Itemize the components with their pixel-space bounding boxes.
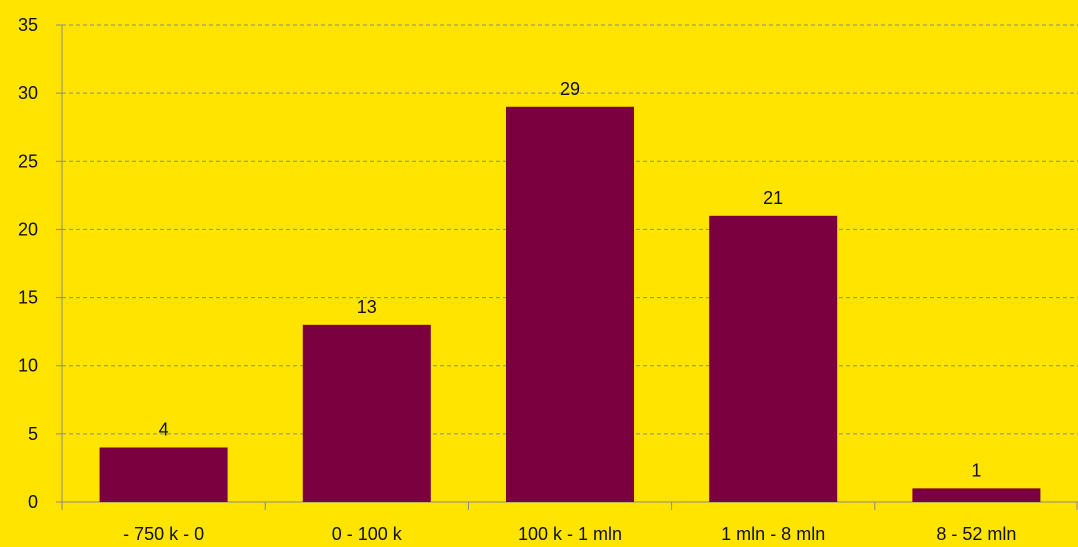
y-tick-label: 30 [18,83,38,103]
x-tick-label: 0 - 100 k [332,524,403,544]
y-tick-label: 20 [18,219,38,239]
bar [505,106,635,503]
y-tick-label: 5 [28,424,38,444]
y-tick-label: 35 [18,15,38,35]
data-label: 29 [560,79,580,99]
bar [709,215,838,503]
bar [912,488,1041,502]
bars [99,106,1041,503]
data-label: 1 [971,460,981,480]
y-tick-label: 10 [18,356,38,376]
bar [302,324,431,502]
x-tick-label: 1 mln - 8 mln [721,524,825,544]
x-tick-label: - 750 k - 0 [123,524,204,544]
y-tick-label: 15 [18,288,38,308]
labels: 0 5 10 15 20 25 30 35 4 - 750 k - 0 13 0 - 100 k 29 1… [18,15,1016,544]
data-label: 21 [763,188,783,208]
bar [99,447,228,502]
data-label: 13 [357,297,377,317]
y-tick-label: 0 [28,492,38,512]
axes [56,24,1078,510]
data-label: 4 [159,419,169,439]
y-tick-label: 25 [18,151,38,171]
x-tick-label: 100 k - 1 mln [518,524,622,544]
x-tick-label: 8 - 52 mln [936,524,1016,544]
